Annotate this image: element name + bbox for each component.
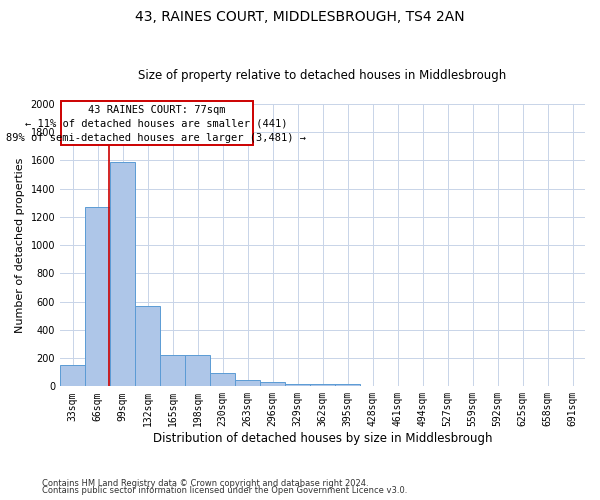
Text: ← 11% of detached houses are smaller (441): ← 11% of detached houses are smaller (44… — [25, 119, 287, 129]
Bar — [285, 384, 310, 386]
Text: 43 RAINES COURT: 77sqm: 43 RAINES COURT: 77sqm — [88, 104, 225, 115]
Title: Size of property relative to detached houses in Middlesbrough: Size of property relative to detached ho… — [139, 69, 506, 82]
Bar — [110, 162, 135, 386]
FancyBboxPatch shape — [61, 101, 253, 145]
X-axis label: Distribution of detached houses by size in Middlesbrough: Distribution of detached houses by size … — [153, 432, 492, 445]
Bar — [60, 365, 85, 386]
Y-axis label: Number of detached properties: Number of detached properties — [15, 158, 25, 333]
Bar — [210, 373, 235, 386]
Bar — [335, 384, 360, 386]
Text: 43, RAINES COURT, MIDDLESBROUGH, TS4 2AN: 43, RAINES COURT, MIDDLESBROUGH, TS4 2AN — [135, 10, 465, 24]
Bar — [85, 207, 110, 386]
Text: Contains HM Land Registry data © Crown copyright and database right 2024.: Contains HM Land Registry data © Crown c… — [42, 478, 368, 488]
Bar — [160, 356, 185, 386]
Bar — [135, 306, 160, 386]
Bar — [260, 382, 285, 386]
Bar — [235, 380, 260, 386]
Text: 89% of semi-detached houses are larger (3,481) →: 89% of semi-detached houses are larger (… — [6, 133, 306, 143]
Bar — [310, 384, 335, 386]
Text: Contains public sector information licensed under the Open Government Licence v3: Contains public sector information licen… — [42, 486, 407, 495]
Bar — [185, 356, 210, 386]
